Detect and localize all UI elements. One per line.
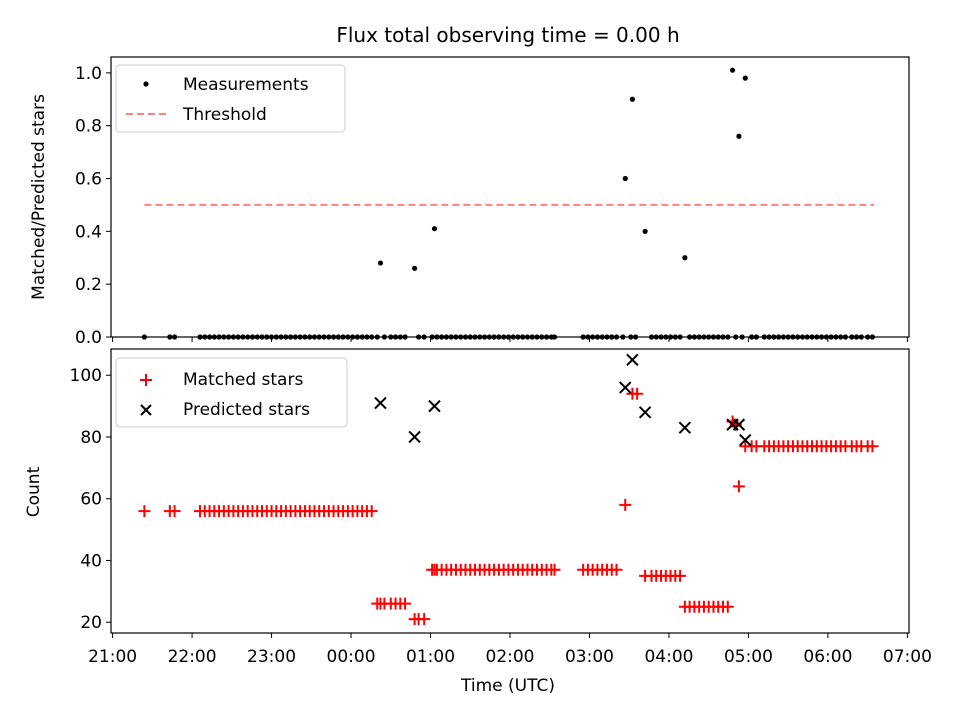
ratio-ytick-label: 1.0 [75,64,102,84]
count-ytick-label: 40 [80,551,102,571]
matched-star-point [168,505,181,518]
predicted-star-point [732,418,746,431]
ratio-ytick-label: 0.8 [75,117,102,137]
predicted-star-point [626,353,639,367]
time-xtick-label: 05:00 [724,647,773,667]
measurement-point [642,228,648,234]
count-ytick-label: 100 [70,366,102,386]
measurement-point [377,260,384,266]
predicted-star-point [374,396,387,410]
ratio-plot: 0.0 0.2 0.4 0.6 0.8 1.0 Matched/Predicted sta… [29,56,910,348]
time-xtick-label: 07:00 [883,647,932,667]
measurement-point [431,226,438,232]
predicted-star-point [678,421,692,434]
matched-star-point [721,600,734,613]
threshold-legend-label: Threshold [182,105,267,125]
count-ytick-label: 80 [80,428,102,448]
predicted-star-point [619,381,632,394]
ratio-ytick-label: 0.2 [75,275,102,295]
predicted-star-point [739,433,752,447]
measurement-point [742,75,748,81]
count-plot-legend: Matched stars Predicted stars [115,357,348,428]
measurement-point [729,67,736,73]
matched-star-point [631,387,644,400]
ratio-ytick-label: 0.0 [75,328,102,348]
measurements-legend-marker [143,81,149,87]
time-xtick-label: 00:00 [327,647,376,667]
matched-legend-marker [140,374,152,386]
measurement-point [629,96,636,102]
ratio-legend-frame [115,64,346,133]
ratio-ytick-label: 0.6 [75,170,102,190]
count-plot-ticks: 20 40 60 80 100 21:00 22:00 23:00 00:00 01:00 02:0… [70,366,932,667]
time-xtick-label: 22:00 [168,647,217,667]
predicted-legend-marker [140,404,152,416]
matched-star-point [365,505,378,518]
measurement-point [736,133,742,139]
time-xtick-label: 06:00 [803,647,852,667]
predicted-legend-label: Predicted stars [183,400,310,420]
time-xtick-label: 23:00 [247,647,296,667]
count-plot: 20 40 60 80 100 21:00 22:00 23:00 00:00 01:00 02:0… [24,348,932,696]
ratio-plot-ticks: 0.0 0.2 0.4 0.6 0.8 1.0 [75,64,908,348]
matched-star-point [619,498,632,511]
time-xtick-label: 02:00 [486,647,535,667]
ratio-plot-ylabel: Matched/Predicted stars [29,94,49,300]
matched-star-point [732,480,745,493]
measurement-point [622,175,628,182]
count-legend-frame [115,357,348,428]
predicted-star-point [638,406,652,419]
count-ytick-label: 20 [80,613,102,633]
chart-title: Flux total observing time = 0.00 h [336,23,679,47]
time-xtick-label: 04:00 [644,647,693,667]
predicted-star-point [408,430,421,444]
matched-legend-label: Matched stars [183,370,303,390]
time-xtick-label: 01:00 [406,647,455,667]
ratio-plot-legend: Measurements Threshold [115,64,346,133]
measurement-point [682,255,688,261]
matched-star-point [548,563,561,576]
time-xtick-label: 21:00 [88,647,137,667]
count-ytick-label: 60 [80,490,102,510]
matched-star-point [418,613,431,626]
matched-star-point [399,597,412,610]
count-plot-marks [138,353,879,626]
predicted-star-point [428,399,441,413]
count-plot-ylabel: Count [24,466,44,517]
matched-star-point [138,505,151,518]
matched-star-point [610,563,623,576]
measurements-legend-label: Measurements [183,75,309,95]
measurement-point [412,265,418,271]
time-axis-label: Time (UTC) [460,676,555,696]
ratio-ytick-label: 0.4 [75,222,102,242]
matched-star-point [866,440,879,453]
matched-star-point [674,569,687,582]
time-xtick-label: 03:00 [565,647,614,667]
